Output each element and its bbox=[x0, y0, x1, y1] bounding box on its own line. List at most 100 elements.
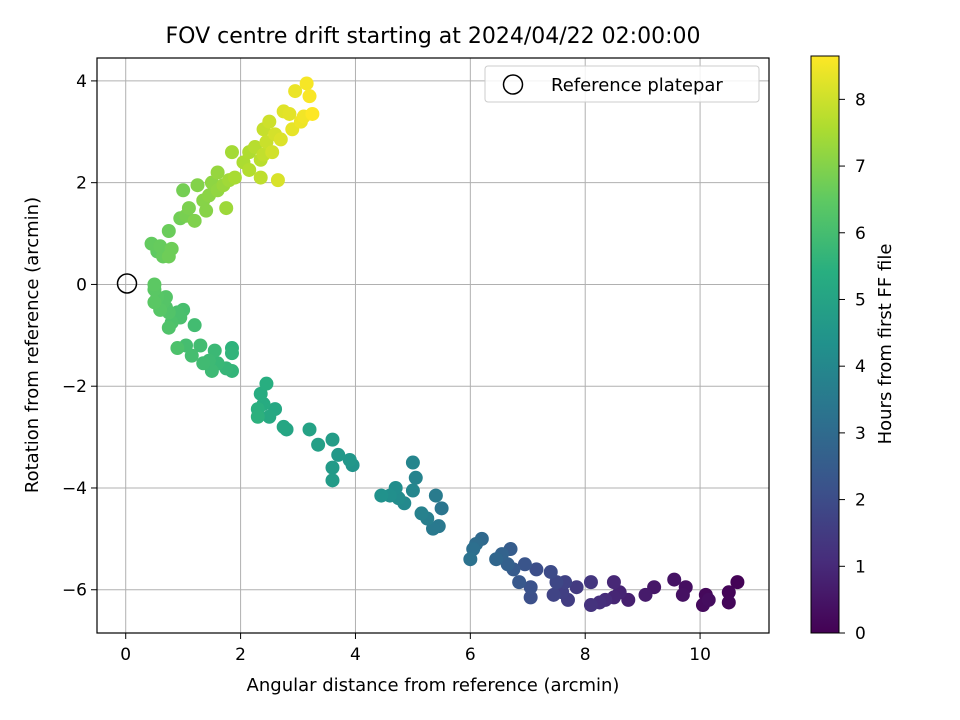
data-point bbox=[546, 587, 561, 602]
data-point bbox=[569, 580, 584, 595]
data-point bbox=[181, 201, 196, 216]
data-point bbox=[428, 488, 443, 503]
data-point bbox=[408, 470, 423, 485]
colorbar-tick-label: 0 bbox=[855, 624, 866, 644]
data-point bbox=[253, 170, 268, 185]
data-point bbox=[207, 343, 222, 358]
data-point bbox=[170, 341, 185, 356]
data-point bbox=[325, 460, 340, 475]
data-point bbox=[405, 455, 420, 470]
data-point bbox=[701, 592, 716, 607]
data-point bbox=[529, 562, 544, 577]
colorbar-tick-label: 4 bbox=[855, 357, 866, 377]
data-point bbox=[190, 178, 205, 193]
data-point bbox=[227, 170, 242, 185]
data-point bbox=[259, 376, 274, 391]
data-point bbox=[638, 587, 653, 602]
colorbar-tick-label: 7 bbox=[855, 157, 866, 177]
data-point bbox=[250, 409, 265, 424]
data-point bbox=[253, 386, 268, 401]
y-tick-label: −4 bbox=[62, 479, 87, 499]
data-point bbox=[325, 473, 340, 488]
data-point bbox=[434, 501, 449, 516]
colorbar bbox=[810, 55, 840, 634]
data-point bbox=[500, 557, 515, 572]
data-point bbox=[184, 348, 199, 363]
data-point bbox=[675, 587, 690, 602]
x-tick-label: 2 bbox=[235, 645, 246, 665]
data-point bbox=[187, 213, 202, 228]
data-point bbox=[299, 76, 314, 91]
legend-reference-marker bbox=[502, 74, 524, 95]
data-point bbox=[276, 419, 291, 434]
x-tick-label: 0 bbox=[120, 645, 131, 665]
data-point bbox=[288, 84, 303, 99]
data-point bbox=[543, 564, 558, 579]
x-tick-label: 4 bbox=[350, 645, 361, 665]
colorbar-tick-label: 1 bbox=[855, 557, 866, 577]
data-point bbox=[199, 203, 214, 218]
data-point bbox=[210, 165, 225, 180]
colorbar-tick-label: 6 bbox=[855, 224, 866, 244]
data-point bbox=[219, 201, 234, 216]
data-point bbox=[721, 595, 736, 610]
colorbar-ticks: 0 1 2 3 4 5 6 7 8 bbox=[839, 90, 866, 644]
y-tick-label: −6 bbox=[62, 581, 87, 601]
y-tick-label: −2 bbox=[62, 377, 87, 397]
legend-reference-label: Reference platepar bbox=[551, 75, 723, 96]
colorbar-tick-label: 8 bbox=[855, 90, 866, 110]
data-point bbox=[302, 89, 317, 104]
y-axis-ticks: −6 −4 −2 0 2 4 bbox=[62, 72, 97, 601]
colorbar-tick-label: 2 bbox=[855, 491, 866, 511]
data-point bbox=[517, 557, 532, 572]
legend: Reference platepar bbox=[484, 65, 760, 103]
data-point bbox=[187, 318, 202, 333]
data-point bbox=[265, 145, 280, 160]
data-point bbox=[405, 483, 420, 498]
data-point bbox=[374, 488, 389, 503]
data-point bbox=[523, 580, 538, 595]
data-point bbox=[302, 422, 317, 437]
data-point bbox=[161, 320, 176, 335]
x-tick-label: 10 bbox=[689, 645, 711, 665]
colorbar-tick-label: 3 bbox=[855, 424, 866, 444]
y-axis-label: Rotation from reference (arcmin) bbox=[22, 197, 43, 493]
data-point bbox=[489, 552, 504, 567]
y-tick-label: 2 bbox=[76, 174, 87, 194]
plot-frame bbox=[96, 57, 770, 634]
data-point bbox=[262, 114, 277, 129]
legend-box bbox=[484, 65, 760, 103]
data-point bbox=[730, 575, 745, 590]
data-point bbox=[426, 521, 440, 536]
data-point bbox=[606, 575, 621, 590]
data-point bbox=[583, 575, 598, 590]
data-point bbox=[463, 552, 478, 567]
data-point bbox=[523, 590, 538, 605]
x-tick-label: 8 bbox=[580, 645, 591, 665]
data-point bbox=[512, 575, 527, 590]
data-point bbox=[262, 409, 277, 424]
data-point bbox=[270, 173, 285, 188]
data-point bbox=[196, 356, 211, 371]
data-point bbox=[311, 437, 326, 452]
data-point bbox=[583, 598, 598, 613]
data-point bbox=[342, 452, 357, 467]
data-point bbox=[549, 575, 564, 590]
y-tick-label: 4 bbox=[76, 72, 87, 92]
data-point bbox=[176, 183, 191, 198]
data-point bbox=[325, 432, 340, 447]
colorbar-tick-label: 5 bbox=[855, 290, 866, 310]
data-point bbox=[147, 295, 162, 310]
data-point bbox=[282, 106, 297, 121]
x-axis-ticks: 0 2 4 6 8 10 bbox=[120, 633, 711, 665]
data-point bbox=[667, 572, 682, 587]
data-point bbox=[161, 224, 176, 239]
data-point bbox=[721, 585, 736, 600]
data-point bbox=[242, 162, 257, 177]
chart-title: FOV centre drift starting at 2024/04/22 … bbox=[166, 24, 701, 49]
y-tick-label: 0 bbox=[76, 275, 87, 295]
x-tick-label: 6 bbox=[465, 645, 476, 665]
data-point bbox=[193, 338, 208, 353]
colorbar-label: Hours from first FF file bbox=[875, 244, 896, 445]
